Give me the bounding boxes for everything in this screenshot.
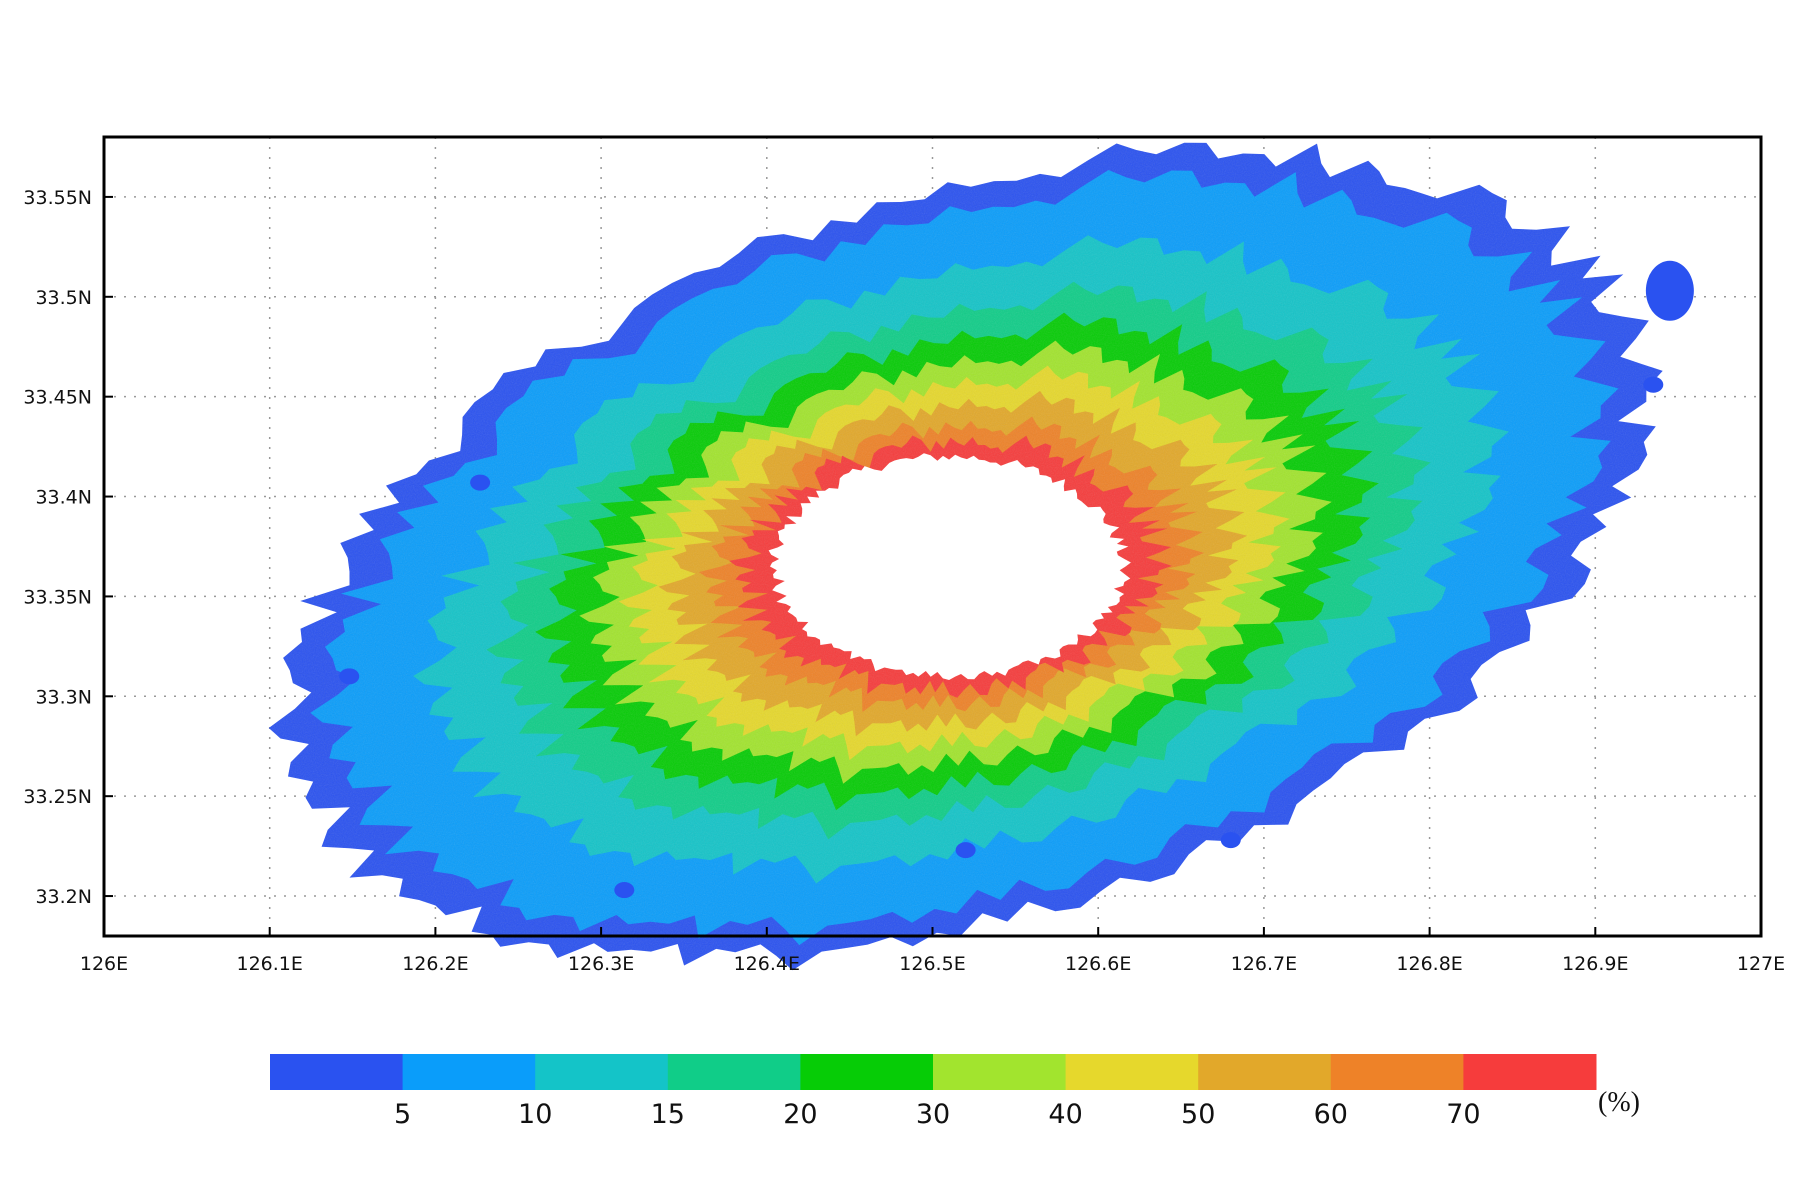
lat-tick-label: 33.4N [35, 487, 92, 509]
lat-tick-label: 33.55N [23, 187, 92, 209]
colorbar-swatch [270, 1054, 404, 1090]
lon-tick-label: 126.6E [1065, 953, 1131, 975]
lon-tick-label: 127E [1737, 953, 1785, 975]
field-hole [768, 453, 1131, 680]
colorbar-swatch [1065, 1054, 1199, 1090]
colorbar-tick-label: 40 [1048, 1099, 1082, 1130]
colorbar-tick-label: 10 [518, 1099, 552, 1130]
lon-tick-label: 126.8E [1396, 953, 1462, 975]
axis-ticks [103, 195, 1762, 936]
colorbar-swatch [1330, 1054, 1464, 1090]
colorbar-swatch [1198, 1054, 1332, 1090]
islet [470, 474, 491, 491]
lat-tick-label: 33.5N [35, 287, 92, 309]
colorbar-tick-label: 20 [783, 1099, 817, 1130]
lon-tick-label: 126E [80, 953, 128, 975]
colorbar-tick-label: 60 [1314, 1099, 1348, 1130]
percentage-field [268, 142, 1663, 971]
colorbar-tick-label: 15 [651, 1099, 685, 1130]
longitude-tick-labels: 126E 126.1E 126.2E 126.3E 126.4E 126.5E 126.6E… [80, 953, 1785, 975]
lat-tick-label: 33.25N [23, 786, 92, 808]
lat-tick-label: 33.2N [35, 886, 92, 908]
colorbar-swatch [1463, 1054, 1597, 1090]
islet [614, 882, 635, 899]
colorbar-swatch [535, 1054, 669, 1090]
lat-tick-label: 33.3N [35, 686, 92, 708]
colorbar [270, 1054, 1597, 1090]
colorbar-labels: 5 10 15 20 30 40 50 60 70 [394, 1099, 1481, 1130]
lon-tick-label: 126.1E [236, 953, 302, 975]
lon-tick-label: 126.3E [568, 953, 634, 975]
lon-tick-label: 126.9E [1562, 953, 1628, 975]
colorbar-unit-label: (%) [1598, 1087, 1640, 1118]
colorbar-swatch [667, 1054, 801, 1090]
lon-tick-label: 126.2E [402, 953, 468, 975]
lon-tick-label: 126.7E [1231, 953, 1297, 975]
islet [339, 668, 360, 685]
colorbar-swatch [800, 1054, 934, 1090]
colorbar-tick-label: 70 [1446, 1099, 1480, 1130]
islet [1643, 376, 1664, 393]
lon-tick-label: 126.5E [899, 953, 965, 975]
offshore-islets [339, 260, 1694, 899]
colorbar-tick-label: 5 [394, 1099, 411, 1130]
colorbar-tick-label: 30 [916, 1099, 950, 1130]
lat-tick-label: 33.45N [23, 387, 92, 409]
colorbar-tick-label: 50 [1181, 1099, 1215, 1130]
islet [1220, 832, 1241, 849]
lat-tick-label: 33.35N [23, 586, 92, 608]
latitude-tick-labels: 33.2N 33.25N 33.3N 33.35N 33.4N 33.45N 33.5N 33… [23, 187, 92, 908]
colorbar-swatch [933, 1054, 1067, 1090]
islet [955, 842, 976, 859]
islet-udo [1645, 260, 1694, 321]
colorbar-swatch [402, 1054, 536, 1090]
lon-tick-label: 126.4E [734, 953, 800, 975]
